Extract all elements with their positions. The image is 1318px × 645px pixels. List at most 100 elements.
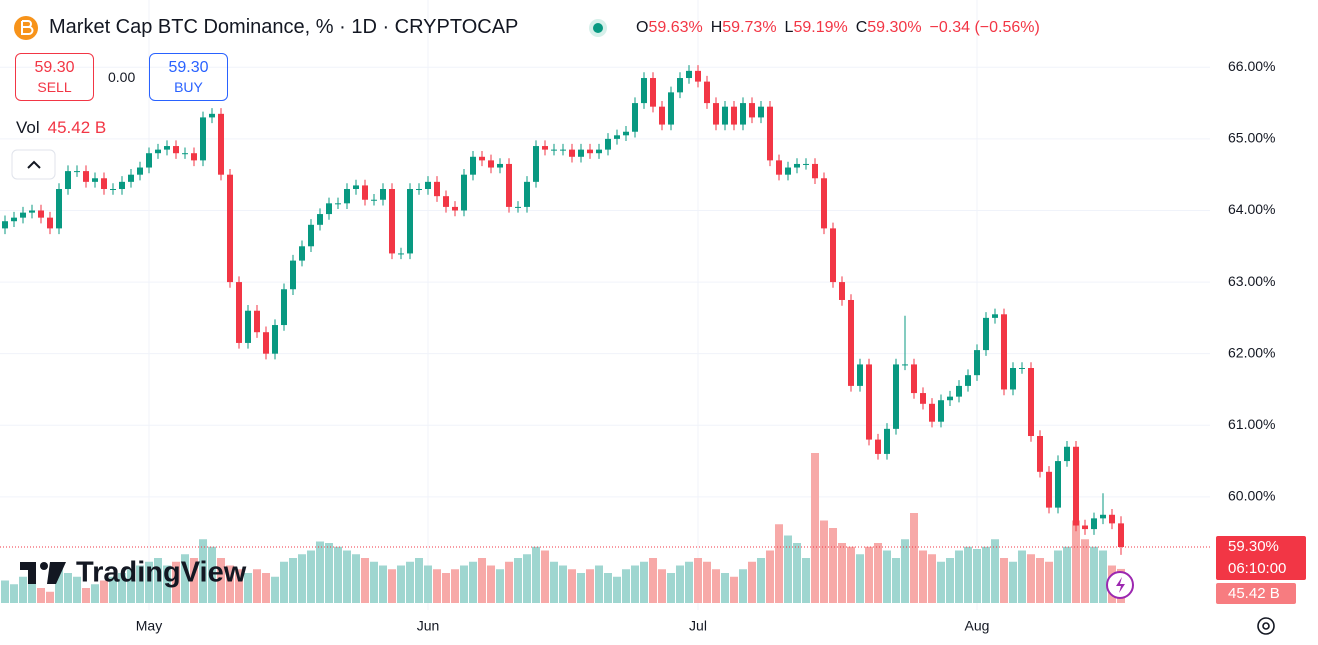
volume-bar — [460, 565, 468, 603]
collapse-button[interactable] — [11, 149, 56, 180]
volume-bar — [577, 573, 585, 603]
chevron — [27, 160, 41, 169]
volume-tag-label: 45.42 B — [1228, 585, 1280, 602]
x-tick-label: Jul — [689, 618, 707, 634]
volume-bar — [199, 539, 207, 603]
buy-label: BUY — [174, 79, 203, 95]
candle-body — [1010, 368, 1016, 390]
candle-body — [641, 78, 647, 104]
volume-bar — [811, 453, 819, 603]
candle-body — [542, 146, 548, 150]
countdown-label: 06:10:00 — [1228, 560, 1286, 577]
candle-body — [1064, 446, 1070, 462]
volume-bar — [784, 535, 792, 603]
candle-body — [785, 167, 791, 175]
volume-bar — [397, 565, 405, 603]
volume-bar — [649, 558, 657, 603]
candle-body — [434, 181, 440, 197]
volume-bar — [874, 543, 882, 603]
candle-body — [65, 171, 71, 190]
candle-body — [128, 174, 134, 182]
candle-body — [524, 181, 530, 207]
candle-body — [191, 153, 197, 161]
candle-body — [938, 400, 944, 422]
volume-bar — [1, 580, 9, 603]
volume-bar — [388, 569, 396, 603]
candle-body — [92, 178, 98, 182]
candle-body — [1082, 525, 1088, 530]
candle-body — [164, 146, 170, 150]
volume-bar — [1045, 561, 1053, 603]
candle-body — [380, 189, 386, 200]
volume-bar — [748, 561, 756, 603]
volume-bar — [532, 546, 540, 603]
volume-bar — [712, 569, 720, 603]
candle-body — [1118, 523, 1124, 547]
volume-bar — [937, 561, 945, 603]
candle-body — [398, 253, 404, 255]
price-tag-label: 59.30% — [1228, 538, 1279, 555]
candle-body — [965, 375, 971, 386]
y-tick-label: 61.00% — [1228, 416, 1275, 432]
volume-bar — [1000, 558, 1008, 603]
candle-body — [947, 396, 953, 401]
volume-bar — [118, 573, 126, 603]
volume-bar — [838, 543, 846, 603]
volume-bar — [883, 550, 891, 603]
candle-body — [47, 217, 53, 229]
volume-bar — [964, 546, 972, 603]
settings-icon[interactable] — [1257, 617, 1275, 635]
candle-body — [281, 289, 287, 326]
volume-bar — [208, 546, 216, 603]
volume-tag — [1216, 583, 1296, 604]
candles — [2, 65, 1124, 555]
buy-button[interactable]: 59.30 BUY — [149, 53, 228, 101]
candle-body — [74, 171, 80, 173]
volume-bar — [163, 565, 171, 603]
volume-bar — [190, 558, 198, 603]
candle-body — [506, 163, 512, 207]
volume-bar — [694, 558, 702, 603]
volume-bar — [1036, 558, 1044, 603]
candle-body — [425, 181, 431, 190]
volume-bar — [415, 558, 423, 603]
candle-body — [299, 246, 305, 261]
volume-bar — [973, 549, 981, 603]
btc-glyph — [21, 20, 34, 35]
candle-body — [1055, 461, 1061, 508]
volume-bar — [154, 558, 162, 603]
volume-bar — [172, 561, 180, 603]
volume-bar — [352, 554, 360, 603]
candle-body — [479, 156, 485, 161]
volume-bar — [757, 558, 765, 603]
volume-bar — [1081, 539, 1089, 603]
title: Market Cap BTC Dominance, % · 1D · CRYPT… — [49, 16, 519, 38]
volume-bar — [523, 554, 531, 603]
candle-body — [1037, 436, 1043, 472]
candle-body — [1109, 514, 1115, 524]
spread: 0.00 — [108, 69, 136, 85]
candle-body — [911, 364, 917, 394]
x-tick-label: Jun — [417, 618, 440, 634]
candle-body — [695, 70, 701, 82]
candle-body — [119, 181, 125, 190]
candle-body — [767, 106, 773, 161]
logo-mark — [20, 562, 36, 584]
volume-bar — [946, 558, 954, 603]
logo-mark — [40, 562, 48, 570]
candle-body — [101, 178, 107, 190]
candle-body — [254, 310, 260, 333]
candle-body — [1019, 368, 1025, 369]
y-tick-label: 64.00% — [1228, 201, 1275, 217]
axis: 60.00% 61.00% 62.00% 63.00% 64.00% 65.00% 66.0… — [0, 58, 1306, 634]
volume-bar — [19, 576, 27, 603]
volume-bar — [37, 588, 45, 603]
sell-button[interactable]: 59.30 SELL — [15, 53, 94, 101]
candle-body — [731, 106, 737, 125]
candle-body — [245, 310, 251, 343]
volume-bar — [685, 561, 693, 603]
logo: TradingView — [20, 557, 247, 589]
volume-bar — [262, 573, 270, 603]
volume-bar — [1099, 550, 1107, 603]
volume-bar — [217, 558, 225, 603]
